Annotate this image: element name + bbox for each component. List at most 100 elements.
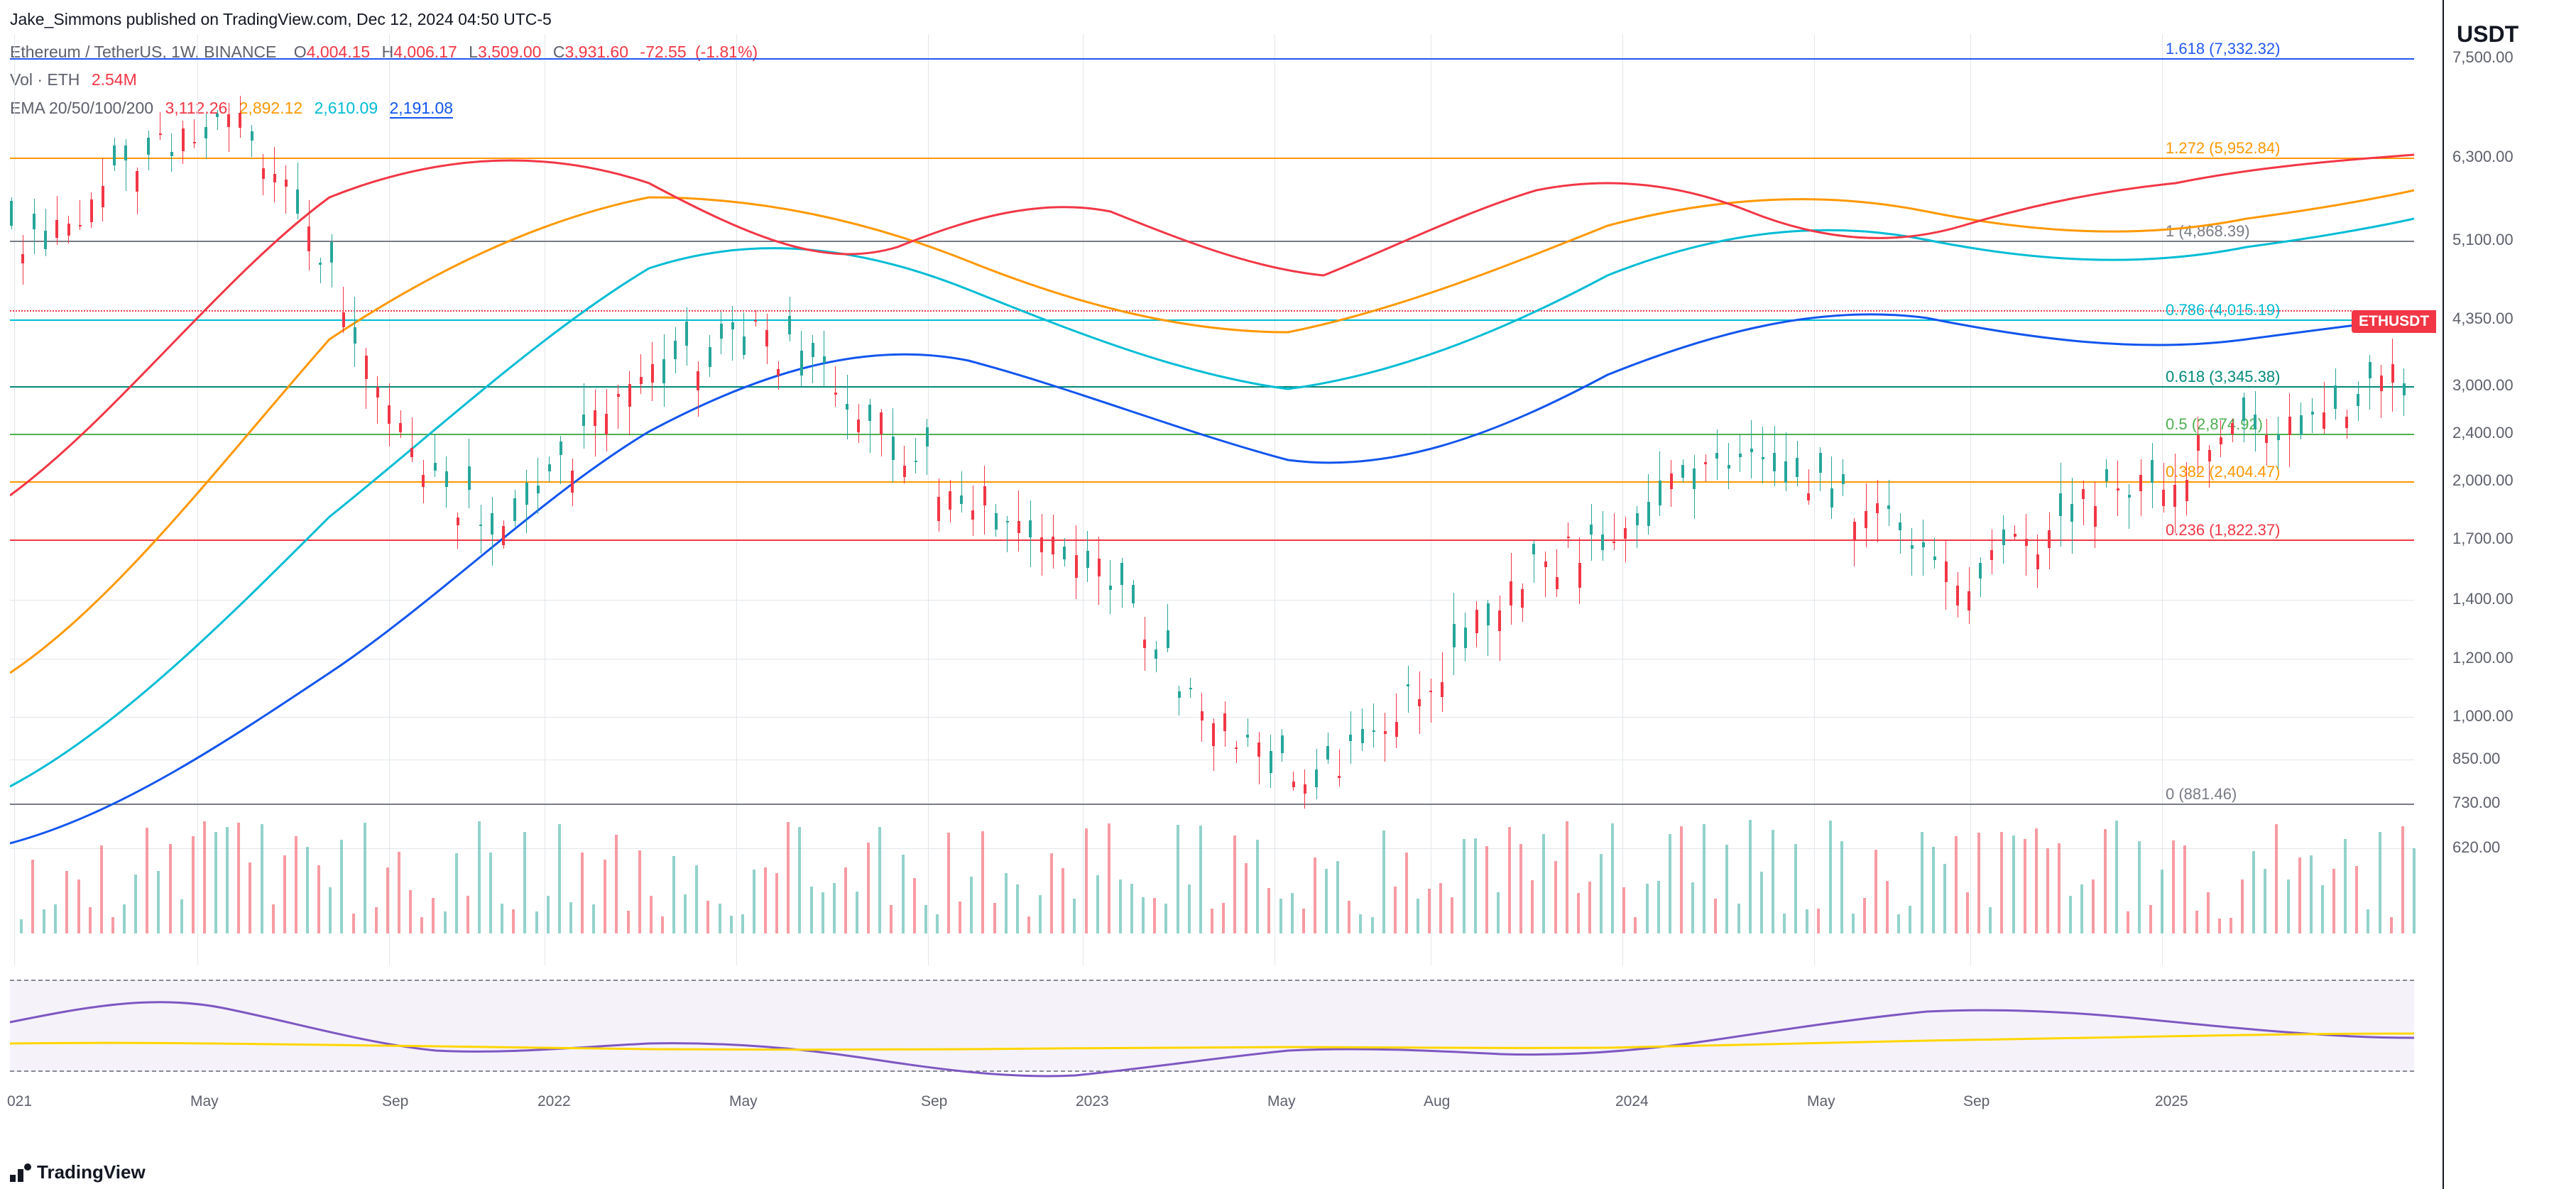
volume-bar: [432, 898, 435, 933]
volume-bar: [111, 917, 114, 933]
candlestick: [812, 343, 814, 357]
candlestick: [1612, 542, 1615, 543]
candlestick: [2208, 450, 2211, 462]
volume-bar: [2287, 880, 2290, 933]
volume-bar: [2035, 828, 2038, 933]
volume-bar: [2115, 821, 2118, 933]
candlestick: [124, 146, 127, 160]
candlestick: [376, 387, 379, 398]
candlestick: [537, 486, 540, 493]
candlestick: [1246, 735, 1249, 738]
volume-bar: [2058, 843, 2061, 933]
volume-bar: [1977, 833, 1980, 933]
volume-bar: [272, 904, 275, 933]
volume-bar: [719, 904, 721, 933]
candlestick: [147, 138, 150, 155]
volume-bar: [1314, 857, 1316, 933]
candlestick: [479, 525, 482, 526]
price-tick-9: 1,200.00: [2452, 649, 2514, 667]
price-tick-12: 730.00: [2452, 794, 2500, 812]
volume-bar: [1439, 883, 1442, 933]
candlestick: [55, 220, 58, 237]
volume-bar: [1474, 838, 1477, 933]
price-tick-13: 620.00: [2452, 838, 2500, 857]
volume-bar: [2195, 911, 2198, 933]
candlestick: [2025, 539, 2028, 546]
candlestick: [2151, 460, 2154, 483]
volume-bar: [100, 845, 103, 933]
volume-bar: [478, 821, 481, 933]
candlestick: [10, 201, 13, 226]
price-axis-currency-label: USDT: [2457, 21, 2518, 48]
candlestick: [1109, 586, 1112, 589]
candlestick: [21, 254, 24, 263]
volume-bar: [444, 911, 447, 933]
candlestick: [868, 405, 871, 421]
current-price-symbol-badge[interactable]: ETHUSDT: [2352, 310, 2436, 333]
volume-bar: [1852, 914, 1855, 933]
volume-bar: [20, 919, 23, 933]
candlestick: [204, 127, 207, 138]
candlestick: [926, 427, 929, 447]
volume-bar: [581, 853, 584, 933]
volume-bar: [466, 896, 469, 933]
candlestick: [354, 327, 356, 344]
volume-bar: [1451, 897, 1453, 933]
candlestick: [1590, 525, 1593, 535]
volume-bar: [386, 867, 389, 933]
candlestick: [1704, 462, 1707, 464]
volume-bar: [2298, 857, 2301, 933]
candlestick: [2094, 506, 2097, 526]
candlestick: [2403, 383, 2406, 395]
candlestick: [983, 486, 986, 506]
volume-bar: [2161, 870, 2163, 933]
volume-bar: [1897, 914, 1900, 933]
volume-bar: [1921, 832, 1923, 933]
candlestick: [1281, 735, 1284, 753]
candlestick: [1819, 453, 1822, 473]
candlestick: [1464, 628, 1467, 648]
volume-bar: [2413, 848, 2416, 933]
volume-bar: [1508, 827, 1511, 933]
candlestick: [903, 466, 906, 478]
candlestick: [2254, 415, 2256, 429]
candlestick: [1006, 521, 1009, 522]
volume-bar: [2241, 880, 2244, 933]
candlestick: [1086, 551, 1089, 568]
candlestick: [1441, 682, 1443, 697]
volume-bar: [947, 833, 950, 933]
candlestick: [239, 113, 241, 128]
candlestick: [170, 152, 173, 156]
candlestick: [651, 364, 654, 383]
candlestick: [1784, 461, 1787, 482]
volume-bar: [1153, 898, 1156, 933]
candlestick: [2139, 475, 2142, 491]
candlestick: [560, 442, 562, 455]
candlestick: [1304, 784, 1306, 794]
volume-bar: [558, 824, 561, 933]
candlestick: [1739, 454, 1742, 457]
candlestick: [2300, 415, 2303, 435]
candlestick: [1521, 589, 1524, 608]
volume-bar: [317, 865, 320, 933]
candlestick: [399, 423, 402, 432]
candlestick: [525, 483, 528, 505]
volume-bar: [2218, 919, 2221, 933]
candlestick: [1201, 711, 1204, 720]
volume-bar: [775, 873, 778, 933]
candlestick: [1475, 610, 1478, 633]
volume-bar: [604, 860, 606, 933]
volume-bar: [2207, 892, 2210, 933]
candlestick: [342, 312, 345, 327]
volume-bar: [2092, 880, 2095, 933]
volume-bar: [2401, 826, 2404, 933]
candlestick: [1270, 751, 1272, 773]
volume-bar: [283, 855, 286, 933]
candlestick: [1532, 544, 1535, 554]
volume-bar: [123, 904, 126, 933]
volume-bar: [844, 867, 847, 933]
volume-bar: [1291, 893, 1294, 933]
candlestick: [2265, 435, 2268, 443]
candlestick: [1040, 537, 1043, 553]
volume-bar: [1164, 904, 1167, 933]
